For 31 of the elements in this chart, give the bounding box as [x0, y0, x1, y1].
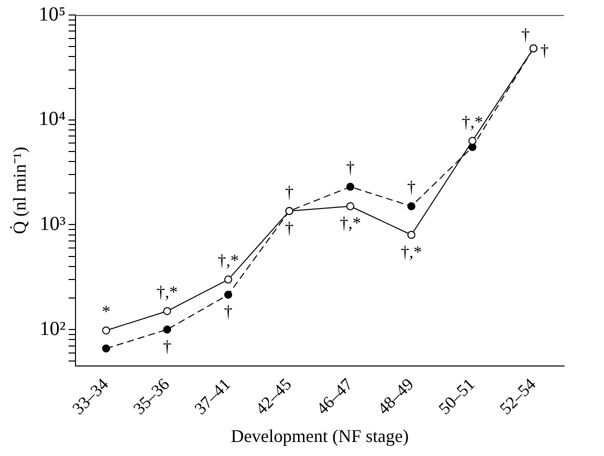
- y-tick-label: 10⁵: [38, 3, 66, 26]
- point: [102, 344, 110, 352]
- point: [102, 326, 110, 334]
- point: [346, 182, 354, 191]
- point: [407, 202, 416, 210]
- annotation: †: [540, 40, 549, 60]
- point: [346, 202, 354, 210]
- point: [163, 326, 172, 334]
- y-axis-title: Q̇ (nl min⁻¹): [10, 146, 30, 234]
- annotation: †: [285, 218, 294, 238]
- annotation: †: [224, 302, 232, 322]
- x-axis-title: Development (NF stage): [230, 426, 409, 446]
- annotation: *: [102, 302, 110, 321]
- point: [407, 230, 416, 239]
- point: [224, 290, 232, 299]
- point: [468, 136, 476, 145]
- annotation: †,*: [400, 242, 422, 262]
- point: [163, 307, 172, 316]
- annotation: †,*: [340, 214, 361, 233]
- y-tick-label: 10⁴: [38, 108, 66, 130]
- annotation: †,*: [462, 112, 484, 132]
- annotation: †,*: [218, 251, 239, 270]
- y-tick-label: 10²: [40, 318, 66, 340]
- annotation: †: [162, 337, 172, 356]
- annotation: †: [285, 182, 294, 202]
- annotation: †: [521, 24, 530, 44]
- annotation: †: [346, 158, 355, 178]
- annotation: †: [407, 178, 416, 197]
- y-tick-label: 10³: [40, 212, 66, 235]
- annotation: †,*: [156, 282, 178, 302]
- point: [224, 276, 232, 284]
